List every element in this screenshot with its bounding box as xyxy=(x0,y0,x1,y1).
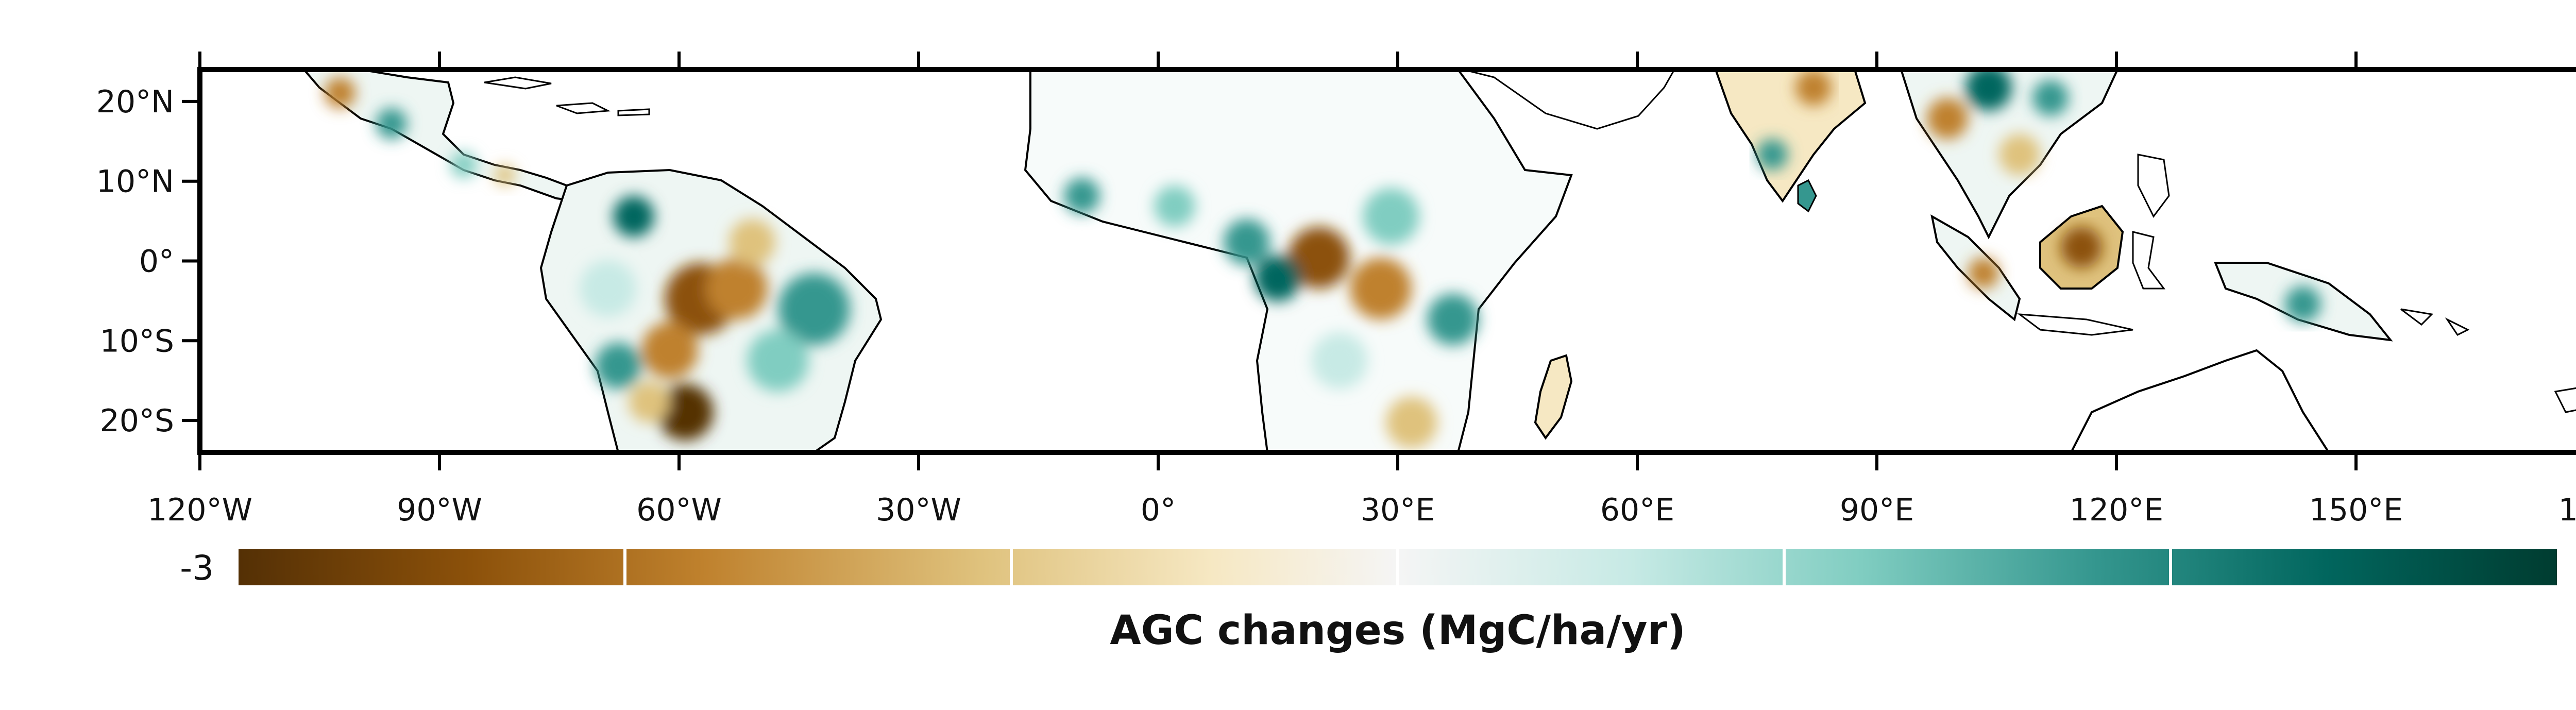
lon-tick-label: 180° xyxy=(2558,492,2576,528)
lon-tick-label: 30°E xyxy=(1361,492,1435,528)
land-madagascar xyxy=(1534,354,1573,440)
lon-tick-label: 90°W xyxy=(397,492,482,528)
lon-tick-label: 60°E xyxy=(1600,492,1674,528)
lat-tick-label: 20°S xyxy=(100,403,174,439)
colorbar-title: AGC changes (MgC/ha/yr) xyxy=(1110,607,1685,654)
land-pacific-islands xyxy=(2400,308,2576,413)
land-australia xyxy=(2070,349,2330,452)
lon-tick-label: 150°E xyxy=(2309,492,2403,528)
land-caribbean xyxy=(484,76,650,116)
axis-ticks xyxy=(182,52,2358,470)
lon-tick-label: 120°W xyxy=(147,492,252,528)
colorbar-min-label: -3 xyxy=(180,548,214,588)
lon-tick-label: 60°W xyxy=(636,492,722,528)
lat-tick-label: 10°S xyxy=(100,323,174,359)
lon-tick-label: 120°E xyxy=(2070,492,2163,528)
land-sri-lanka xyxy=(1797,179,1817,213)
land-arabia xyxy=(1463,70,1675,130)
map-plot-area xyxy=(302,70,2576,452)
data-south-america xyxy=(580,196,850,441)
lon-tick-label: 90°E xyxy=(1840,492,1914,528)
longitude-labels: 120°W 90°W 60°W 30°W 0° 30°E 60°E 90°E 120°E 150°… xyxy=(147,492,2576,528)
lat-tick-label: 20°N xyxy=(96,84,174,120)
lat-tick-label: 10°N xyxy=(96,164,174,200)
land-sulawesi xyxy=(2132,154,2170,290)
data-central-america xyxy=(325,77,515,185)
data-africa xyxy=(1064,178,1479,448)
land-india xyxy=(1714,70,1867,203)
land-java xyxy=(2016,313,2133,336)
data-southeast-asia xyxy=(1927,70,2069,175)
data-indonesia xyxy=(1968,227,2321,322)
latitude-labels: 20°N 10°N 0° 10°S 20°S xyxy=(96,84,174,439)
lat-tick-label: 0° xyxy=(139,244,174,280)
data-india xyxy=(1757,70,1832,170)
lon-tick-label: 0° xyxy=(1141,492,1176,528)
lon-tick-label: 30°W xyxy=(876,492,961,528)
colorbar-dividers xyxy=(623,549,2172,585)
colorbar: -3 3 AGC changes (MgC/ha/yr) xyxy=(180,548,2557,654)
